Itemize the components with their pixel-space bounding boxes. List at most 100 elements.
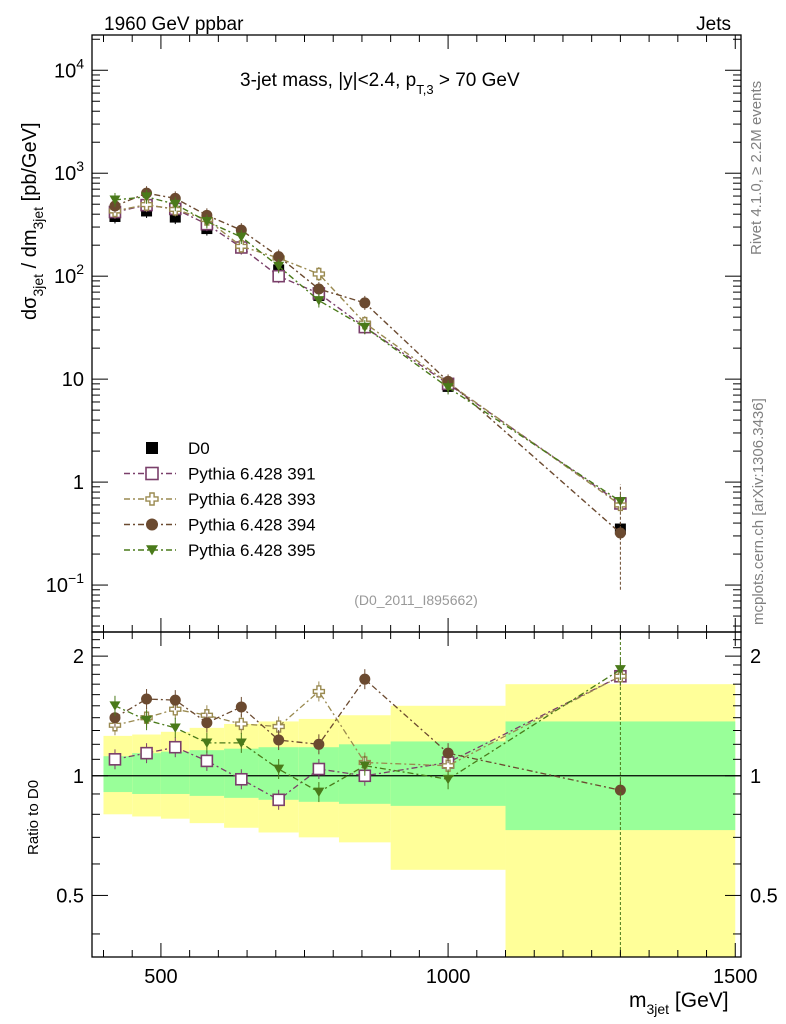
- ratio-point-3-7: [359, 761, 371, 771]
- main-ylabel: dσ3jet / dm3jet [pb/GeV]: [19, 122, 46, 320]
- ratio-line-1: [114, 675, 621, 767]
- ratio-point-1-6: [312, 685, 326, 698]
- ratio-point-3-0: [109, 701, 121, 711]
- ratio-marks: [108, 632, 627, 957]
- ratio-point-2-4: [235, 701, 247, 713]
- ratio-point-3-8: [442, 774, 454, 785]
- y-tick-base-2: 10: [54, 266, 76, 288]
- main-point-3-6: [313, 283, 325, 295]
- main-marks: [108, 186, 627, 590]
- ratio-point-1-5: [272, 720, 285, 733]
- ratio-point-2-2: [169, 694, 181, 706]
- ratio-point-2-8: [442, 747, 454, 759]
- ratio-point-0-1: [140, 746, 153, 760]
- ratio-line-2: [114, 678, 621, 791]
- xlabel-sub: 3jet: [647, 1001, 670, 1017]
- legend: D0 Pythia 6.428 391 Pythia 6.428 393 Pythia…: [124, 439, 316, 560]
- ratio-point-2-9: [614, 784, 626, 796]
- main-line-2: [114, 203, 621, 506]
- ratio-point-2-7: [359, 673, 371, 685]
- legend-label-2: Pythia 6.428 393: [188, 490, 316, 509]
- side-text-top: Rivet 4.1.0, ≥ 2.2M events: [748, 81, 765, 255]
- y-tick-exp-3: 3: [76, 158, 84, 174]
- ylabel-part-3: [pb/GeV]: [19, 122, 41, 207]
- ratio-point-3-3: [201, 738, 213, 748]
- main-point-4-7: [359, 322, 371, 333]
- ratio-tick-right-0.5: 0.5: [750, 885, 778, 907]
- ratio-bands: [92, 684, 741, 957]
- xlabel-part-2: [GeV]: [669, 989, 729, 1012]
- ratio-point-1-4: [235, 717, 248, 731]
- ratio-point-0-6: [312, 762, 326, 776]
- ylabel-sub-1: 3jet: [30, 274, 46, 297]
- main-title: 3-jet mass, |y|<2.4, pT,3 > 70 GeV: [240, 70, 520, 97]
- main-line-4: [114, 196, 621, 502]
- ratio-line-0: [114, 675, 621, 801]
- x-tick-label-500: 500: [144, 966, 177, 988]
- y-tick-base-3: 10: [54, 163, 76, 185]
- ratio-point-0-2: [168, 740, 182, 754]
- ylabel-part-2: / dm: [19, 230, 41, 274]
- header-left: 1960 GeV ppbar: [104, 14, 244, 35]
- main-point-4-4: [235, 232, 247, 242]
- ratio-point-3-4: [235, 738, 247, 748]
- ratio-point-3-5: [273, 764, 285, 774]
- y-tick-base--1: 10: [46, 575, 68, 597]
- band-inner-2: [160, 751, 190, 794]
- legend-label-3: Pythia 6.428 394: [188, 516, 316, 535]
- ratio-point-3-1: [141, 715, 153, 726]
- y-tick-label-1: 10: [62, 369, 84, 391]
- side-text-bottom: mcplots.cern.ch [arXiv:1306.3436]: [750, 398, 767, 625]
- y-tick-label-3: 103: [54, 158, 84, 185]
- main-point-4-2: [169, 199, 181, 210]
- legend-label-4: Pythia 6.428 395: [188, 541, 316, 560]
- ratio-tick-left-2: 2: [73, 646, 84, 668]
- legend-marker-1: [145, 466, 159, 481]
- title-subscript: T,3: [416, 82, 433, 97]
- ratio-point-0-4: [235, 772, 248, 786]
- x-tick-label-1000: 1000: [426, 966, 471, 988]
- ratio-point-0-3: [200, 754, 214, 768]
- title-part-1: 3-jet mass, |y|<2.4, p: [240, 70, 416, 91]
- main-line-3: [114, 192, 621, 534]
- x-axis-label: m3jet [GeV]: [629, 989, 729, 1017]
- legend-marker-2: [145, 492, 159, 506]
- y-tick-exp-4: 4: [76, 55, 84, 71]
- main-point-0-2: [169, 211, 181, 223]
- main-point-2-6: [312, 267, 326, 281]
- watermark: (D0_2011_I895662): [354, 592, 478, 608]
- y-tick-label-0: 1: [73, 472, 84, 494]
- legend-label-0: D0: [188, 439, 210, 458]
- main-point-4-0: [109, 195, 121, 205]
- ratio-point-1-8: [441, 759, 455, 772]
- main-point-4-3: [201, 217, 213, 227]
- ratio-tick-right-1: 1: [750, 766, 761, 788]
- y-tick-exp--1: −1: [68, 570, 84, 586]
- y-tick-label-2: 102: [54, 261, 84, 288]
- header-right: Jets: [696, 14, 731, 35]
- y-tick-base-4: 10: [54, 60, 76, 82]
- legend-marker-3: [146, 518, 158, 531]
- y-tick-label--1: 10−1: [46, 570, 84, 597]
- ratio-point-0-5: [272, 793, 285, 807]
- x-tick-label-1500: 1500: [713, 966, 758, 988]
- main-point-2-1: [140, 198, 153, 211]
- ratio-line-3: [114, 669, 621, 793]
- y-tick-exp-2: 2: [76, 261, 84, 277]
- legend-label-1: Pythia 6.428 391: [188, 465, 316, 484]
- main-point-4-5: [273, 261, 285, 272]
- ratio-point-2-1: [141, 693, 153, 705]
- main-point-4-6: [313, 296, 325, 306]
- main-point-4-9: [614, 496, 626, 507]
- legend-marker-4: [146, 545, 158, 556]
- ratio-ylabel: Ratio to D0: [25, 780, 42, 855]
- ratio-point-2-5: [273, 734, 285, 746]
- ylabel-part-1: dσ: [19, 296, 41, 320]
- main-line-1: [114, 204, 621, 505]
- ratio-frame: [91, 631, 742, 958]
- ratio-point-2-3: [201, 717, 213, 729]
- ratio-tick-left-1: 1: [73, 766, 84, 788]
- main-point-2-4: [235, 240, 248, 253]
